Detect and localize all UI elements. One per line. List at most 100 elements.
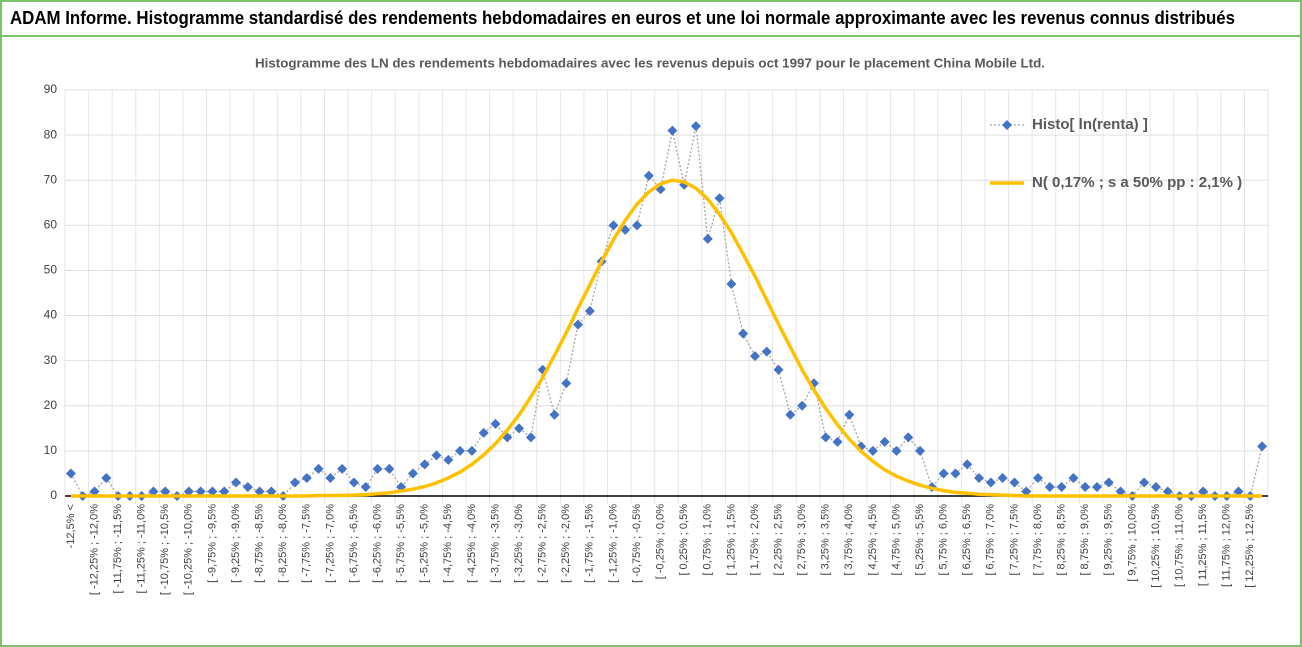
x-tick-label: [ 5,75% ; 6,0% xyxy=(938,504,950,576)
data-point xyxy=(1080,481,1091,492)
data-point xyxy=(101,472,112,483)
chart-title: Histogramme des LN des rendements hebdom… xyxy=(255,55,1045,70)
data-point xyxy=(195,486,206,497)
data-point xyxy=(1150,481,1161,492)
x-tick-label: [ -12,25% ; -12,0% xyxy=(88,504,100,595)
x-tick-label: [ -11,25% ; -11,0% xyxy=(136,504,148,594)
x-tick-label: [ 3,75% ; 4,0% xyxy=(843,504,855,576)
x-tick-label: [ 8,25% ; 8,5% xyxy=(1056,504,1068,576)
x-tick-label: [ -4,25% ; -4,0% xyxy=(466,504,478,583)
x-tick-label: [ 6,75% ; 7,0% xyxy=(985,504,997,576)
data-point xyxy=(514,423,525,434)
data-point xyxy=(608,220,619,231)
x-tick-label: [ -9,25% ; -9,0% xyxy=(230,504,242,583)
data-point xyxy=(289,477,300,488)
data-point xyxy=(1068,472,1079,483)
data-point xyxy=(726,278,737,289)
data-point xyxy=(360,481,371,492)
data-point xyxy=(761,346,772,357)
x-tick-label: [ -1,25% ; -1,0% xyxy=(607,504,619,583)
x-tick-label: [ -8,75% ; -8,5% xyxy=(254,504,266,583)
data-point xyxy=(749,351,760,362)
data-point xyxy=(797,400,808,411)
data-point xyxy=(938,468,949,479)
x-tick-label: [ 7,25% ; 7,5% xyxy=(1008,504,1020,576)
data-point xyxy=(525,432,536,443)
y-tick-label: 50 xyxy=(44,263,58,277)
data-point xyxy=(1044,481,1055,492)
x-tick-label: [ 2,75% ; 3,0% xyxy=(796,504,808,576)
x-tick-label: [ -11,75% ; -11,5% xyxy=(112,504,124,594)
x-tick-label: [ -10,25% ; -10,0% xyxy=(183,504,195,595)
y-tick-label: 60 xyxy=(44,218,58,232)
data-point xyxy=(348,477,359,488)
y-tick-label: 90 xyxy=(44,82,58,96)
x-tick-label: [ 2,25% ; 2,5% xyxy=(772,504,784,576)
x-tick-label: [ -8,25% ; -8,0% xyxy=(277,504,289,583)
data-point xyxy=(867,445,878,456)
y-tick-label: 0 xyxy=(50,488,57,502)
x-tick-label: [ 8,75% ; 9,0% xyxy=(1079,504,1091,576)
x-tick-label: [ 0,75% ; 1,0% xyxy=(702,504,714,576)
y-tick-label: 20 xyxy=(44,398,58,412)
data-point xyxy=(785,409,796,420)
x-tick-label: [ -1,75% ; -1,5% xyxy=(584,504,596,583)
data-point xyxy=(1056,481,1067,492)
x-tick-label: [ 4,25% ; 4,5% xyxy=(867,504,879,576)
data-point xyxy=(1139,477,1150,488)
x-tick-label: [ -7,25% ; -7,0% xyxy=(324,504,336,583)
x-tick-label: [ -3,75% ; -3,5% xyxy=(489,504,501,583)
data-point xyxy=(478,427,489,438)
x-tick-label: [ -0,75% ; -0,5% xyxy=(631,504,643,583)
data-point xyxy=(1021,486,1032,497)
data-point xyxy=(985,477,996,488)
data-point xyxy=(738,328,749,339)
data-point xyxy=(254,486,265,497)
x-tick-label: [ 3,25% ; 3,5% xyxy=(820,504,832,576)
data-point xyxy=(844,409,855,420)
data-point xyxy=(903,432,914,443)
data-point xyxy=(384,463,395,474)
data-point xyxy=(549,409,560,420)
data-point xyxy=(962,459,973,470)
data-point xyxy=(455,445,466,456)
x-tick-label: [ -10,75% ; -10,5% xyxy=(159,504,171,595)
x-tick-label: [ 1,25% ; 1,5% xyxy=(725,504,737,576)
data-point xyxy=(879,436,890,447)
data-point xyxy=(667,125,678,136)
data-point xyxy=(1091,481,1102,492)
x-tick-label: [ 0,25% ; 0,5% xyxy=(678,504,690,576)
data-point xyxy=(1162,486,1173,497)
x-tick-label: [ 10,25% ; 10,5% xyxy=(1150,504,1162,588)
data-point xyxy=(1115,486,1126,497)
data-point xyxy=(1009,477,1020,488)
data-point xyxy=(950,468,961,479)
data-point xyxy=(313,463,324,474)
data-point xyxy=(419,459,430,470)
data-point xyxy=(325,472,336,483)
x-tick-label: [ 10,75% ; 11,0% xyxy=(1173,504,1185,587)
y-tick-label: 80 xyxy=(44,127,58,141)
data-point xyxy=(231,477,242,488)
x-tick-label: [ -5,75% ; -5,5% xyxy=(395,504,407,583)
data-point xyxy=(148,486,159,497)
data-point xyxy=(431,450,442,461)
data-point xyxy=(160,486,171,497)
data-point xyxy=(702,233,713,244)
data-point xyxy=(1233,486,1244,497)
x-tick-label: [ -0,25% ; 0,0% xyxy=(655,504,667,579)
y-tick-label: 70 xyxy=(44,172,58,186)
data-point xyxy=(89,486,100,497)
data-point xyxy=(1103,477,1114,488)
data-point xyxy=(891,445,902,456)
data-point xyxy=(773,364,784,375)
data-point xyxy=(915,445,926,456)
legend-marker xyxy=(1002,120,1012,130)
x-tick-label: [ 9,25% ; 9,5% xyxy=(1103,504,1115,576)
header-title: ADAM Informe. Histogramme standardisé de… xyxy=(10,8,1235,28)
x-tick-label: [ 1,75% ; 2,0% xyxy=(749,504,761,576)
data-point xyxy=(1033,472,1044,483)
